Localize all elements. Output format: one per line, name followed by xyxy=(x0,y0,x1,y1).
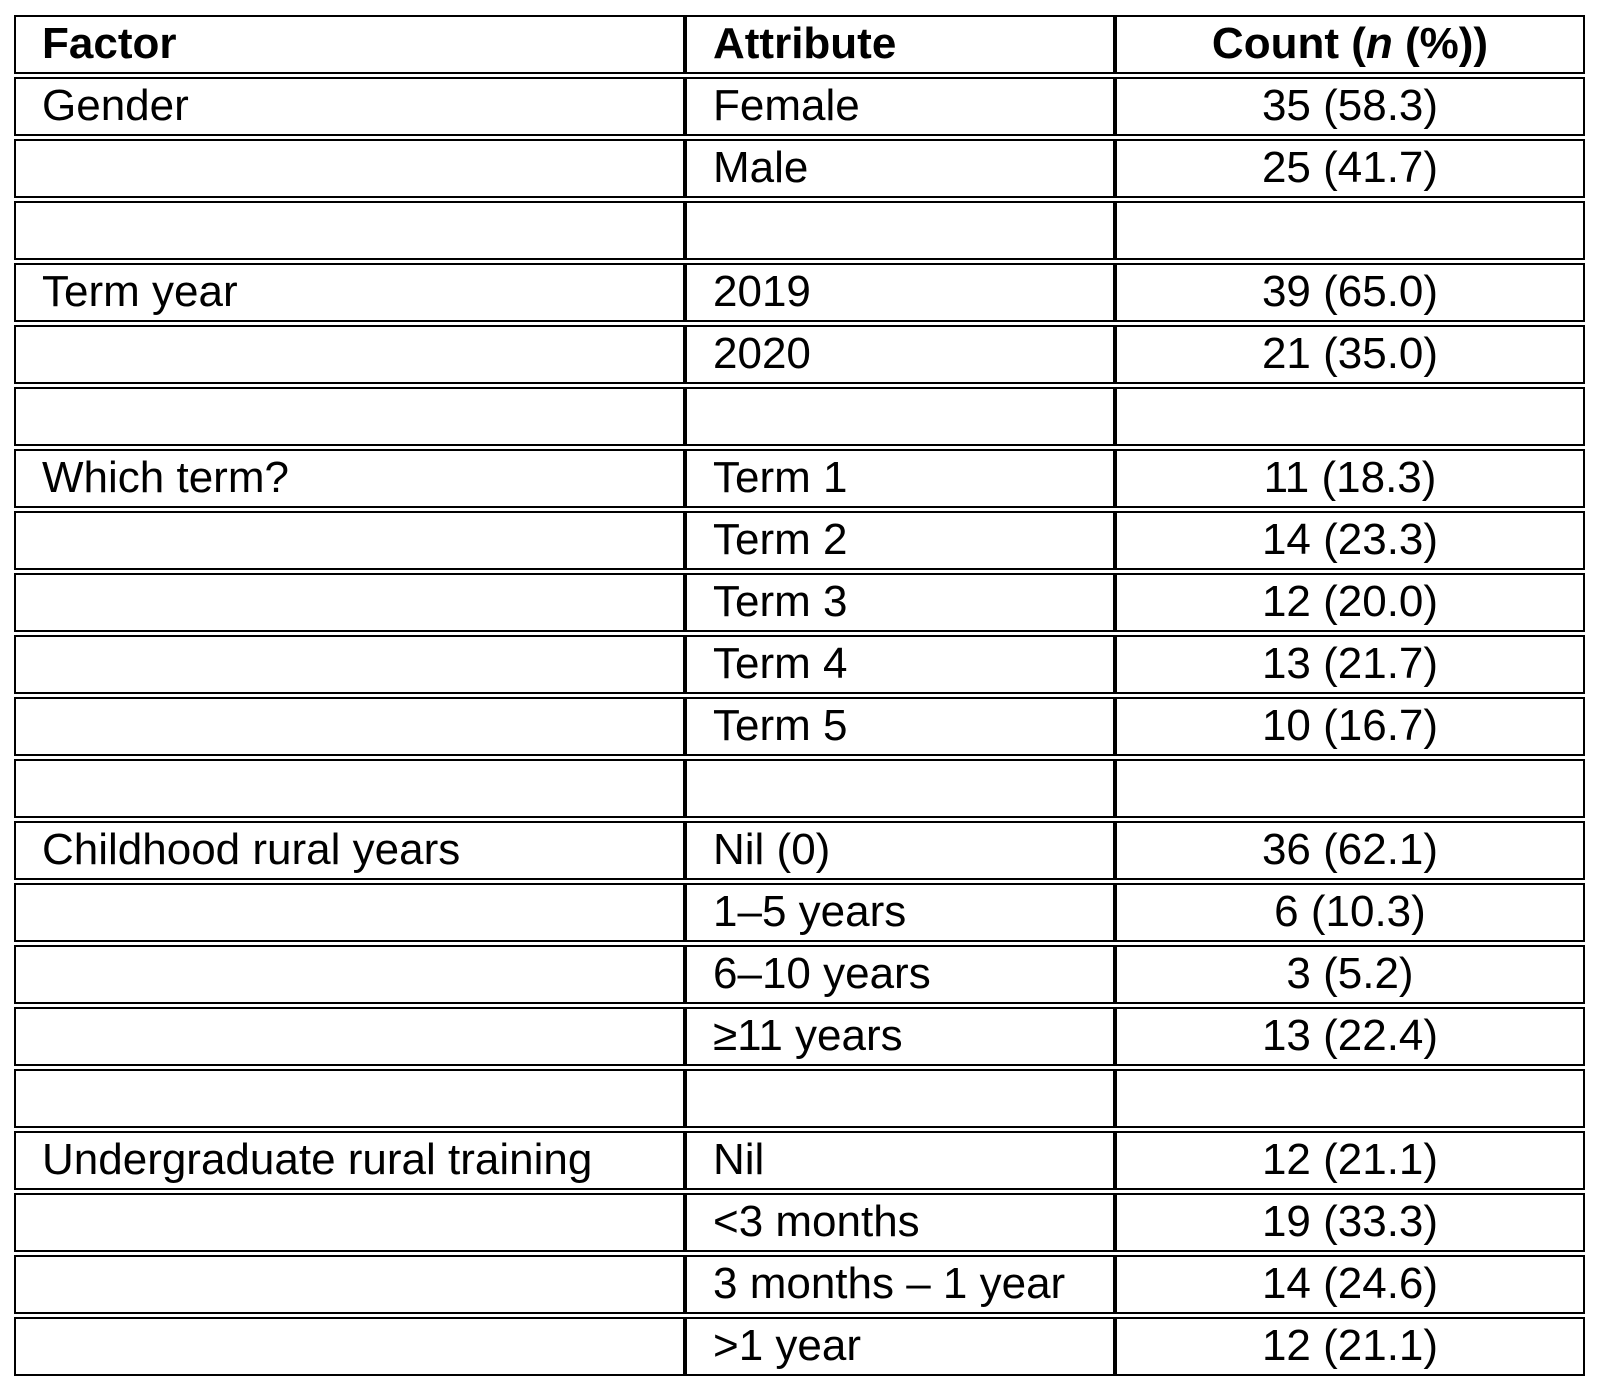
count-cell: 12 (21.1) xyxy=(1115,1317,1585,1376)
table-row: 6–10 years 3 (5.2) xyxy=(14,945,1585,1004)
table-row: 3 months – 1 year 14 (24.6) xyxy=(14,1255,1585,1314)
factor-cell xyxy=(14,1317,685,1376)
table-row: Gender Female 35 (58.3) xyxy=(14,77,1585,136)
factor-cell: Childhood rural years xyxy=(14,821,685,880)
factor-cell xyxy=(14,945,685,1004)
count-cell: 21 (35.0) xyxy=(1115,325,1585,384)
table-row: Which term? Term 1 11 (18.3) xyxy=(14,449,1585,508)
factor-cell: Gender xyxy=(14,77,685,136)
factor-cell xyxy=(14,573,685,632)
factor-cell xyxy=(14,511,685,570)
table-row: <3 months 19 (33.3) xyxy=(14,1193,1585,1252)
table-row: Term year 2019 39 (65.0) xyxy=(14,263,1585,322)
spacer-row xyxy=(14,759,1585,818)
empty-cell xyxy=(14,201,685,260)
empty-cell xyxy=(14,1069,685,1128)
attribute-cell: Male xyxy=(685,139,1115,198)
attribute-cell: Term 2 xyxy=(685,511,1115,570)
count-header-prefix: Count ( xyxy=(1211,19,1366,69)
factor-cell: Term year xyxy=(14,263,685,322)
attribute-cell: 2019 xyxy=(685,263,1115,322)
table-row: Term 2 14 (23.3) xyxy=(14,511,1585,570)
count-cell: 6 (10.3) xyxy=(1115,883,1585,942)
empty-cell xyxy=(685,759,1115,818)
count-cell: 39 (65.0) xyxy=(1115,263,1585,322)
table-row: Male 25 (41.7) xyxy=(14,139,1585,198)
column-header-count: Count (n (%)) xyxy=(1115,15,1585,74)
factor-cell xyxy=(14,1193,685,1252)
count-cell: 35 (58.3) xyxy=(1115,77,1585,136)
factor-cell xyxy=(14,697,685,756)
table-row: Term 5 10 (16.7) xyxy=(14,697,1585,756)
factor-cell xyxy=(14,325,685,384)
factor-cell xyxy=(14,883,685,942)
count-cell: 13 (21.7) xyxy=(1115,635,1585,694)
column-header-attribute: Attribute xyxy=(685,15,1115,74)
table-row: Childhood rural years Nil (0) 36 (62.1) xyxy=(14,821,1585,880)
spacer-row xyxy=(14,1069,1585,1128)
empty-cell xyxy=(685,387,1115,446)
table-body: Gender Female 35 (58.3) Male 25 (41.7) Term y… xyxy=(14,77,1585,1376)
count-cell: 12 (20.0) xyxy=(1115,573,1585,632)
attribute-cell: Female xyxy=(685,77,1115,136)
count-header-n: n xyxy=(1365,19,1393,69)
count-cell: 14 (23.3) xyxy=(1115,511,1585,570)
table-row: ≥11 years 13 (22.4) xyxy=(14,1007,1585,1066)
empty-cell xyxy=(1115,201,1585,260)
column-header-factor: Factor xyxy=(14,15,685,74)
spacer-row xyxy=(14,201,1585,260)
attribute-cell: 6–10 years xyxy=(685,945,1115,1004)
table-row: 2020 21 (35.0) xyxy=(14,325,1585,384)
factor-cell xyxy=(14,1255,685,1314)
count-cell: 36 (62.1) xyxy=(1115,821,1585,880)
count-header-suffix: (%)) xyxy=(1392,19,1489,69)
count-cell: 14 (24.6) xyxy=(1115,1255,1585,1314)
attribute-cell: 3 months – 1 year xyxy=(685,1255,1115,1314)
header-row: Factor Attribute Count (n (%)) xyxy=(14,15,1585,74)
attribute-cell: 2020 xyxy=(685,325,1115,384)
empty-cell xyxy=(14,759,685,818)
attribute-cell: Term 4 xyxy=(685,635,1115,694)
count-cell: 11 (18.3) xyxy=(1115,449,1585,508)
attribute-cell: Nil (0) xyxy=(685,821,1115,880)
table-row: Term 4 13 (21.7) xyxy=(14,635,1585,694)
attribute-cell: <3 months xyxy=(685,1193,1115,1252)
spacer-row xyxy=(14,387,1585,446)
table-row: Undergraduate rural training Nil 12 (21.1) xyxy=(14,1131,1585,1190)
empty-cell xyxy=(1115,759,1585,818)
count-cell: 25 (41.7) xyxy=(1115,139,1585,198)
attribute-cell: Term 1 xyxy=(685,449,1115,508)
attribute-cell: Term 5 xyxy=(685,697,1115,756)
count-cell: 12 (21.1) xyxy=(1115,1131,1585,1190)
factor-cell: Undergraduate rural training xyxy=(14,1131,685,1190)
attribute-cell: >1 year xyxy=(685,1317,1115,1376)
count-cell: 13 (22.4) xyxy=(1115,1007,1585,1066)
count-cell: 10 (16.7) xyxy=(1115,697,1585,756)
count-cell: 3 (5.2) xyxy=(1115,945,1585,1004)
attribute-cell: Nil xyxy=(685,1131,1115,1190)
demographics-table: Factor Attribute Count (n (%)) Gender Fem… xyxy=(14,12,1585,1379)
attribute-cell: 1–5 years xyxy=(685,883,1115,942)
table-row: >1 year 12 (21.1) xyxy=(14,1317,1585,1376)
empty-cell xyxy=(685,201,1115,260)
attribute-cell: Term 3 xyxy=(685,573,1115,632)
factor-cell xyxy=(14,139,685,198)
empty-cell xyxy=(1115,387,1585,446)
empty-cell xyxy=(1115,1069,1585,1128)
empty-cell xyxy=(685,1069,1115,1128)
table-row: Term 3 12 (20.0) xyxy=(14,573,1585,632)
empty-cell xyxy=(14,387,685,446)
attribute-cell: ≥11 years xyxy=(685,1007,1115,1066)
count-cell: 19 (33.3) xyxy=(1115,1193,1585,1252)
factor-cell: Which term? xyxy=(14,449,685,508)
table-row: 1–5 years 6 (10.3) xyxy=(14,883,1585,942)
factor-cell xyxy=(14,635,685,694)
factor-cell xyxy=(14,1007,685,1066)
